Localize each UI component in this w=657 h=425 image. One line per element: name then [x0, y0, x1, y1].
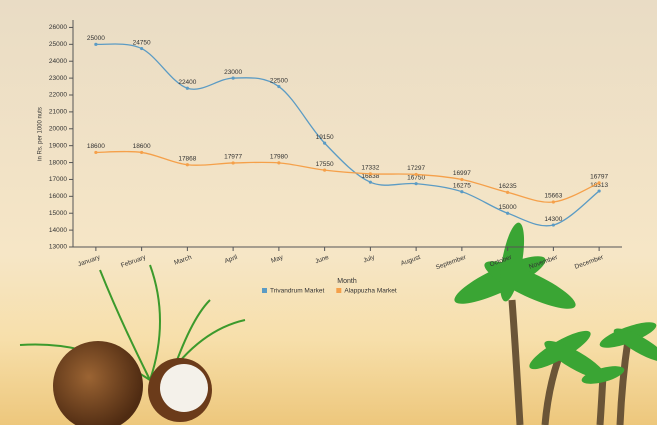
y-tick-label: 26000 [49, 24, 67, 31]
data-label: 22500 [270, 77, 288, 84]
data-label: 18600 [87, 143, 105, 150]
data-label: 16838 [361, 173, 379, 180]
data-point [506, 190, 510, 194]
data-label: 16313 [590, 182, 608, 189]
data-label: 18600 [133, 143, 151, 150]
data-point [597, 189, 601, 193]
y-tick-label: 16000 [49, 193, 67, 200]
data-point [94, 150, 98, 155]
data-point [277, 161, 281, 165]
data-label: 16997 [453, 170, 471, 177]
y-tick-label: 18000 [49, 159, 67, 166]
legend-swatch [336, 288, 342, 293]
data-point [185, 163, 189, 167]
legend-swatch [262, 288, 267, 293]
data-point [185, 86, 189, 90]
y-tick-label: 15000 [49, 210, 67, 217]
data-label: 16235 [499, 183, 517, 190]
data-label: 15000 [499, 204, 517, 211]
data-label: 16750 [407, 174, 425, 181]
y-tick-label: 21000 [49, 109, 67, 116]
series-line [95, 150, 600, 203]
data-point [460, 190, 464, 194]
y-tick-label: 22000 [49, 92, 67, 99]
x-tick-label: July [362, 254, 376, 265]
y-tick-label: 13000 [49, 244, 67, 251]
data-point [368, 172, 372, 176]
data-label: 22400 [178, 79, 196, 86]
y-tick-label: 20000 [49, 125, 67, 132]
decoration [19, 222, 657, 425]
y-tick-label: 19000 [49, 142, 67, 149]
data-point [551, 223, 555, 227]
y-tick-label: 23000 [49, 75, 67, 82]
data-label: 16275 [453, 182, 471, 189]
x-tick-label: April [224, 254, 239, 265]
data-point [323, 168, 327, 172]
y-tick-label: 14000 [49, 227, 67, 234]
data-label: 17332 [361, 165, 379, 172]
data-point [140, 150, 144, 155]
data-point [506, 211, 510, 215]
data-point [231, 161, 235, 165]
data-point [231, 76, 235, 80]
data-label: 25000 [87, 35, 105, 42]
data-label: 16797 [590, 174, 608, 181]
legend-label: Trivandrum Market [270, 288, 324, 295]
data-point [323, 141, 327, 145]
data-point [94, 42, 98, 46]
data-point [277, 84, 281, 89]
data-label: 17868 [178, 156, 196, 163]
x-tick-label: June [314, 254, 330, 266]
data-point [597, 181, 601, 185]
data-label: 17550 [316, 161, 334, 168]
legend-label: Alappuzha Market [344, 288, 397, 295]
x-axis-label: Month [337, 278, 357, 285]
data-label: 17297 [407, 165, 425, 172]
series-line [95, 43, 600, 227]
data-label: 14300 [544, 216, 562, 223]
data-label: 15663 [544, 193, 562, 200]
data-label: 17977 [224, 154, 242, 161]
y-tick-label: 25000 [49, 41, 67, 48]
data-label: 23000 [224, 69, 242, 76]
data-label: 19150 [316, 134, 334, 141]
data-point [414, 182, 418, 186]
x-tick-label: May [270, 254, 285, 265]
y-tick-label: 24000 [49, 58, 67, 65]
legend: Trivandrum Market Alappuzha Market [262, 288, 397, 295]
data-point [460, 177, 464, 182]
data-point [414, 172, 418, 177]
y-axis-label: in Rs. per 1000 nuts [38, 107, 44, 161]
data-label: 24750 [133, 39, 151, 46]
data-point [551, 200, 555, 204]
data-label: 17980 [270, 154, 288, 161]
y-tick-label: 17000 [49, 176, 67, 183]
data-point [368, 180, 372, 184]
data-point [140, 46, 144, 51]
